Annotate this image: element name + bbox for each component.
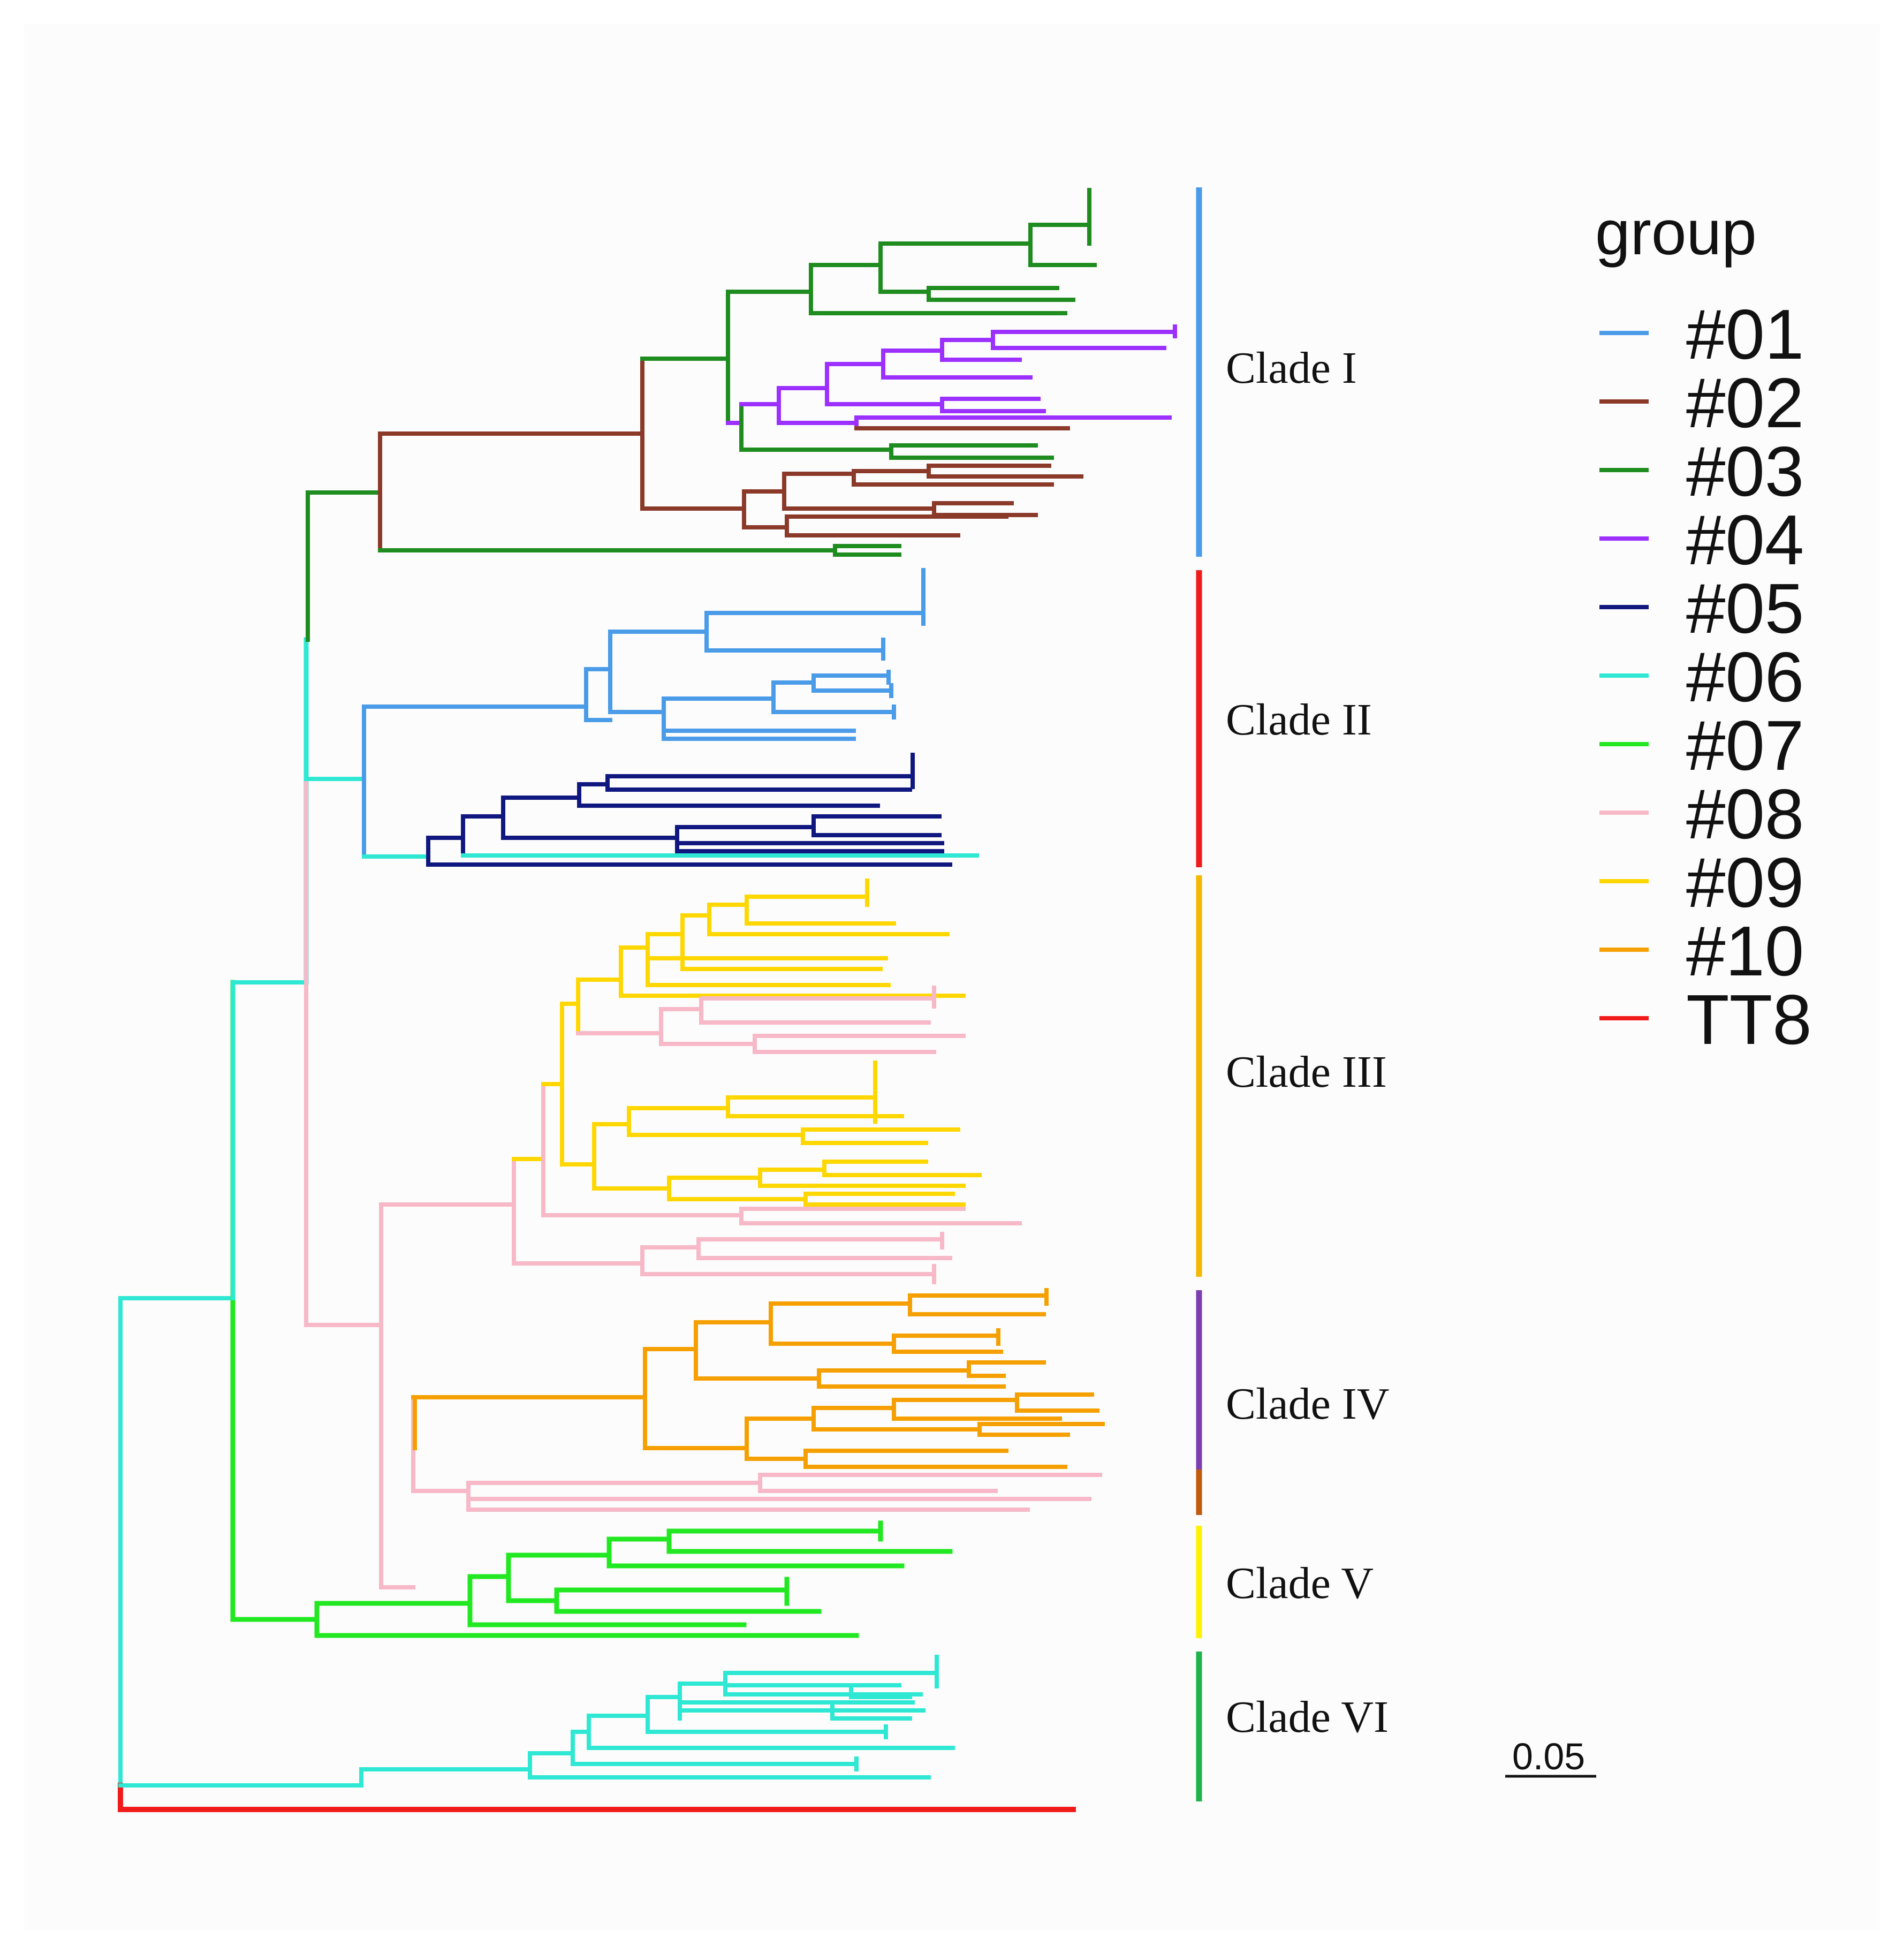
legend-item-09: #09 xyxy=(1599,843,1804,922)
clade-label-6: Clade VI xyxy=(1226,1692,1389,1742)
scale-bar-label: 0.05 xyxy=(1512,1736,1585,1777)
legend-label-10: #10 xyxy=(1686,912,1804,990)
legend-title: group xyxy=(1595,198,1757,268)
clade-label-5: Clade V xyxy=(1226,1558,1374,1608)
legend-item-05: #05 xyxy=(1599,569,1804,648)
legend-item-03: #03 xyxy=(1599,432,1804,511)
legend-label-03: #03 xyxy=(1686,432,1804,511)
legend-label-01: #01 xyxy=(1686,295,1804,374)
legend-label-02: #02 xyxy=(1686,363,1804,442)
legend-item-08: #08 xyxy=(1599,775,1804,853)
legend-item-07: #07 xyxy=(1599,706,1804,785)
tree-branches xyxy=(118,188,1177,1812)
clade-label-4: Clade IV xyxy=(1226,1379,1390,1429)
legend-label-09: #09 xyxy=(1686,843,1804,922)
legend-label-04: #04 xyxy=(1686,501,1804,579)
clade-label-2: Clade II xyxy=(1226,695,1372,745)
legend-label-tt8: TT8 xyxy=(1686,980,1812,1059)
legend-label-06: #06 xyxy=(1686,638,1804,716)
legend-item-02: #02 xyxy=(1599,363,1804,442)
legend-item-06: #06 xyxy=(1599,638,1804,716)
legend-item-04: #04 xyxy=(1599,501,1804,579)
clade-label-1: Clade I xyxy=(1226,343,1357,393)
legend-label-08: #08 xyxy=(1686,775,1804,853)
legend-item-tt8: TT8 xyxy=(1599,980,1812,1059)
legend-label-07: #07 xyxy=(1686,706,1804,785)
legend-item-10: #10 xyxy=(1599,912,1804,990)
legend-item-01: #01 xyxy=(1599,295,1804,374)
legend-label-05: #05 xyxy=(1686,569,1804,648)
clade-label-3: Clade III xyxy=(1226,1047,1387,1097)
